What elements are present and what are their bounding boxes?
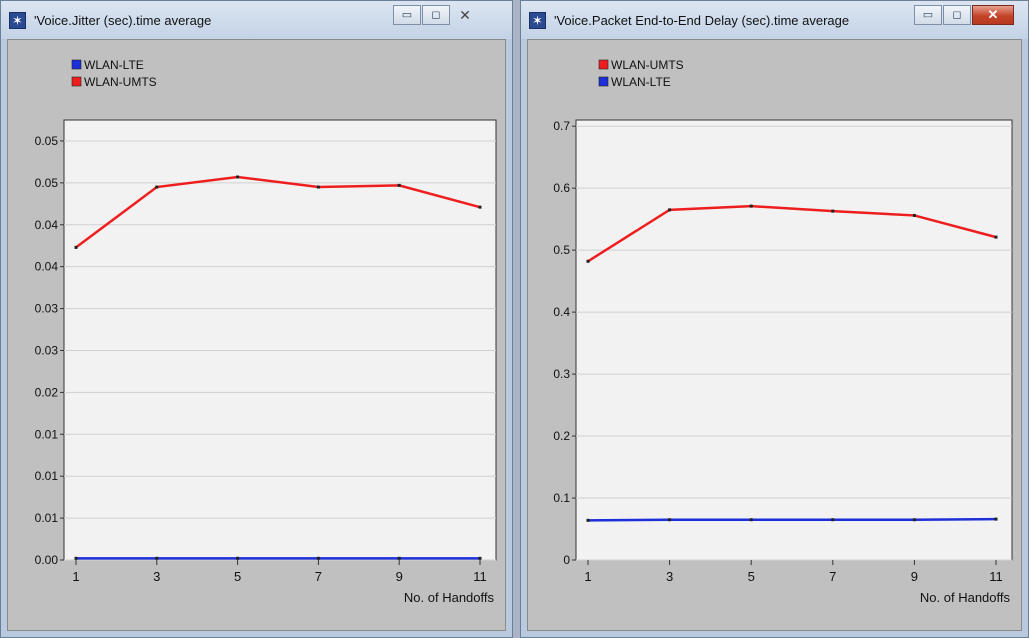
- data-point: [994, 235, 998, 239]
- data-point: [994, 517, 998, 521]
- jitter-chart-panel: 0.00 0.01 0.01 0.01 0.02 0.03 0.03 0.04 0.04 0.05…: [7, 39, 506, 631]
- data-point: [397, 183, 401, 187]
- y-tick-label: 0.01: [35, 469, 59, 483]
- y-tick-label: 0: [563, 553, 570, 567]
- minimize-icon[interactable]: ▭: [914, 5, 942, 25]
- data-point: [586, 259, 590, 263]
- delay-window-title: 'Voice.Packet End-to-End Delay (sec).tim…: [554, 13, 850, 28]
- x-tick-label: 5: [748, 569, 755, 584]
- data-point: [155, 556, 159, 560]
- x-tick-label: 11: [989, 569, 1003, 584]
- close-icon[interactable]: ✕: [972, 5, 1014, 25]
- jitter-window-title: 'Voice.Jitter (sec).time average: [34, 13, 212, 28]
- legend-label: WLAN-LTE: [611, 75, 671, 89]
- data-point: [749, 518, 753, 522]
- y-tick-label: 0.05: [35, 134, 59, 148]
- y-tick-label: 0.00: [35, 553, 59, 567]
- data-point: [236, 175, 240, 179]
- x-tick-label: 1: [584, 569, 591, 584]
- delay-chart-panel: 0 0.1 0.2 0.3 0.4 0.5 0.6 0.7 1 3 5 7 9 11 No. of Hand…: [527, 39, 1022, 631]
- x-tick-label: 7: [829, 569, 836, 584]
- y-tick-label: 0.04: [35, 218, 59, 232]
- x-tick-label: 9: [396, 569, 403, 584]
- legend-swatch: [598, 76, 609, 87]
- data-point: [155, 185, 159, 189]
- data-point: [668, 518, 672, 522]
- x-axis-label: No. of Handoffs: [920, 590, 1011, 605]
- data-point: [668, 208, 672, 212]
- data-point: [831, 209, 835, 213]
- series-line: [587, 204, 997, 263]
- delay-chart: 0 0.1 0.2 0.3 0.4 0.5 0.6 0.7 1 3 5 7 9 11 No. of Hand…: [553, 58, 1013, 605]
- series-line: [75, 175, 481, 249]
- x-tick-label: 7: [315, 569, 322, 584]
- data-point: [397, 556, 401, 560]
- plot-area: [575, 119, 1013, 561]
- legend-swatch: [71, 76, 82, 87]
- delay-titlebar[interactable]: ✶ 'Voice.Packet End-to-End Delay (sec).t…: [521, 1, 1028, 39]
- data-point: [74, 556, 78, 560]
- legend-label: WLAN-UMTS: [611, 58, 684, 72]
- data-point: [912, 518, 916, 522]
- minimize-icon[interactable]: ▭: [393, 5, 421, 25]
- y-tick-label: 0.7: [553, 119, 570, 133]
- y-tick-label: 0.02: [35, 385, 59, 399]
- plot-area: [63, 119, 497, 561]
- jitter-chart: 0.00 0.01 0.01 0.01 0.02 0.03 0.03 0.04 0.04 0.05…: [35, 58, 497, 605]
- x-axis-label: No. of Handoffs: [404, 590, 495, 605]
- y-tick-label: 0.01: [35, 427, 59, 441]
- data-point: [749, 204, 753, 208]
- y-tick-label: 0.6: [553, 181, 570, 195]
- y-tick-label: 0.4: [553, 305, 570, 319]
- x-tick-label: 9: [911, 569, 918, 584]
- data-point: [478, 556, 482, 560]
- data-point: [316, 185, 320, 189]
- y-tick-label: 0.5: [553, 243, 570, 257]
- data-point: [478, 205, 482, 209]
- x-tick-label: 5: [234, 569, 241, 584]
- jitter-window: ✶ 'Voice.Jitter (sec).time average ▭ ◻ ✕…: [0, 0, 513, 638]
- data-point: [831, 518, 835, 522]
- delay-window: ✶ 'Voice.Packet End-to-End Delay (sec).t…: [520, 0, 1029, 638]
- y-tick-label: 0.1: [553, 491, 570, 505]
- x-tick-label: 3: [153, 569, 160, 584]
- jitter-titlebar[interactable]: ✶ 'Voice.Jitter (sec).time average ▭ ◻ ✕: [1, 1, 512, 39]
- data-point: [586, 518, 590, 522]
- maximize-icon[interactable]: ◻: [422, 5, 450, 25]
- y-tick-label: 0.2: [553, 429, 570, 443]
- y-tick-label: 0.3: [553, 367, 570, 381]
- y-tick-label: 0.03: [35, 302, 59, 316]
- y-tick-label: 0.03: [35, 343, 59, 357]
- data-point: [912, 213, 916, 217]
- legend-swatch: [598, 59, 609, 70]
- series-line: [587, 517, 997, 522]
- x-tick-label: 11: [473, 569, 487, 584]
- data-point: [236, 556, 240, 560]
- data-point: [74, 245, 78, 249]
- legend-label: WLAN-LTE: [84, 58, 144, 72]
- y-tick-label: 0.01: [35, 511, 59, 525]
- x-tick-label: 1: [72, 569, 79, 584]
- data-point: [316, 556, 320, 560]
- legend-swatch: [71, 59, 82, 70]
- y-tick-label: 0.05: [35, 176, 59, 190]
- close-icon[interactable]: ✕: [459, 7, 471, 23]
- app-star-icon: ✶: [9, 12, 26, 29]
- y-tick-label: 0.04: [35, 260, 59, 274]
- x-tick-label: 3: [666, 569, 673, 584]
- app-star-icon: ✶: [529, 12, 546, 29]
- maximize-icon[interactable]: ◻: [943, 5, 971, 25]
- legend-label: WLAN-UMTS: [84, 75, 157, 89]
